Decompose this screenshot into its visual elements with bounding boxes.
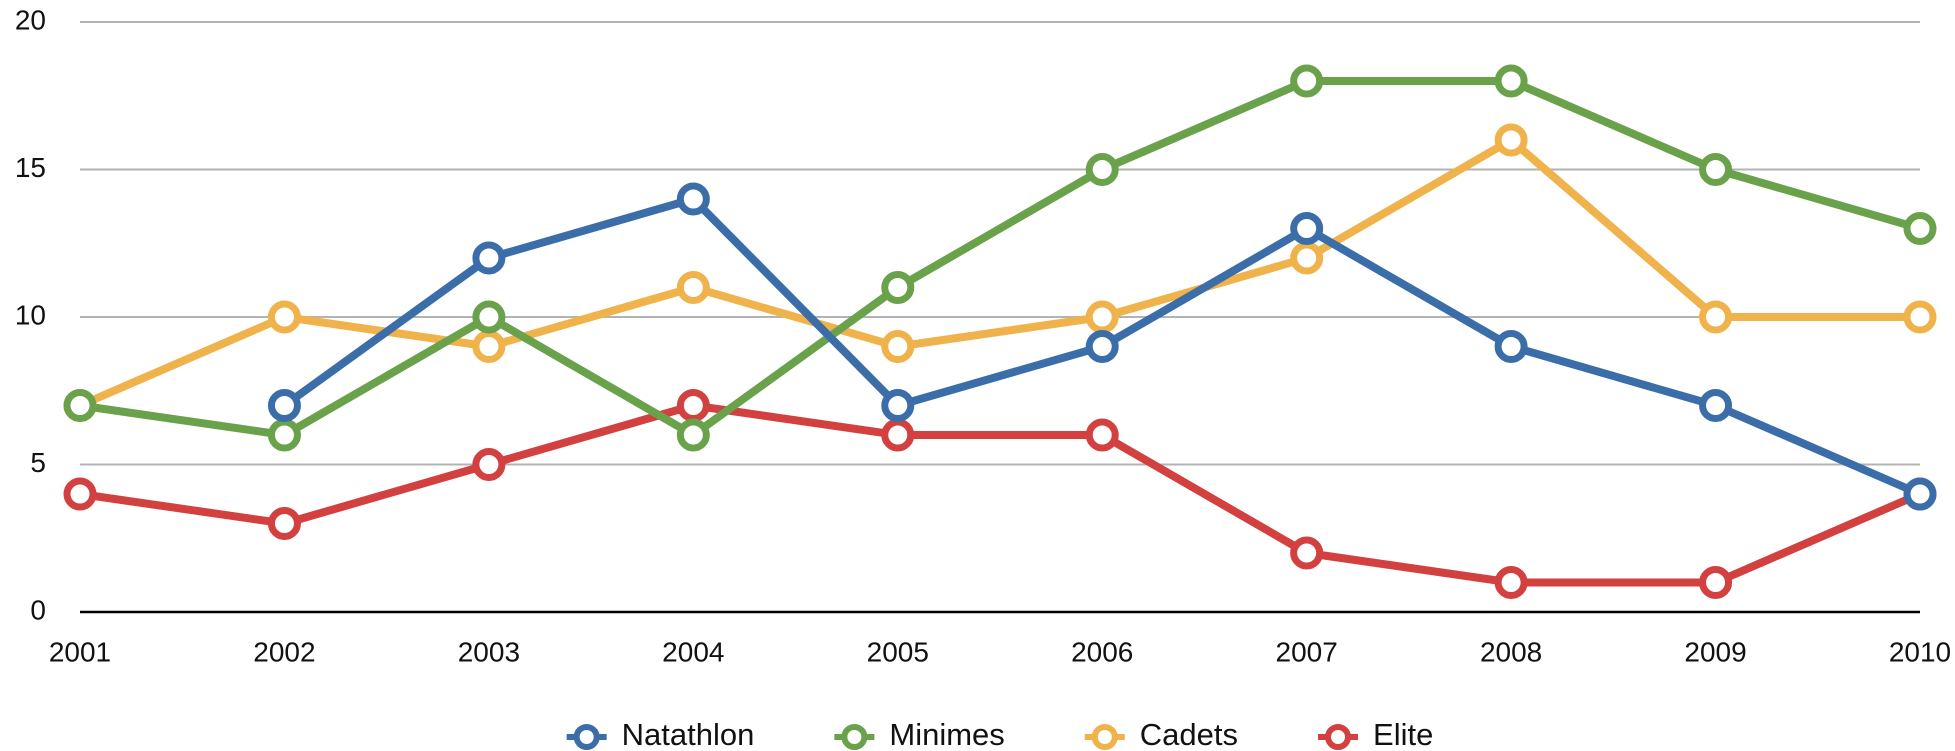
- legend-item: Minimes: [834, 717, 1005, 751]
- series-line: [79, 77, 1922, 439]
- data-point: [267, 389, 301, 422]
- data-point: [1085, 418, 1119, 452]
- data-point: [1085, 330, 1119, 363]
- y-tick-label: 5: [30, 447, 46, 478]
- data-point: [1903, 477, 1937, 511]
- data-point: [472, 300, 506, 334]
- data-point: [1085, 300, 1119, 334]
- data-point: [267, 507, 301, 540]
- x-tick-label: 2007: [1276, 636, 1338, 667]
- data-point: [1494, 330, 1528, 363]
- legend-label: Cadets: [1140, 717, 1238, 751]
- y-tick-label: 15: [15, 152, 46, 183]
- legend-label: Minimes: [889, 717, 1004, 751]
- data-point: [676, 389, 710, 422]
- data-point: [63, 477, 97, 511]
- y-tick-label: 20: [15, 4, 46, 35]
- x-tick-label: 2009: [1684, 636, 1746, 667]
- legend-item: Cadets: [1084, 717, 1238, 751]
- data-point: [267, 300, 301, 334]
- data-point: [1903, 212, 1937, 245]
- data-point: [881, 271, 915, 304]
- legend-item: Elite: [1318, 717, 1433, 751]
- data-point: [472, 241, 506, 275]
- x-tick-label: 2008: [1480, 636, 1542, 667]
- x-tick-label: 2001: [49, 636, 111, 667]
- data-point: [881, 389, 915, 422]
- data-point: [676, 418, 710, 452]
- data-point: [1699, 389, 1733, 422]
- data-point: [1290, 64, 1324, 98]
- data-point: [881, 418, 915, 452]
- y-tick-label: 10: [15, 299, 46, 330]
- legend-swatch: [1325, 724, 1352, 750]
- data-point: [1903, 300, 1937, 334]
- data-point: [267, 418, 301, 452]
- data-point: [1290, 241, 1324, 275]
- data-point: [1494, 64, 1528, 98]
- data-point: [1290, 536, 1324, 570]
- x-tick-label: 2005: [867, 636, 929, 667]
- data-point: [676, 182, 710, 216]
- series-line: [79, 401, 1922, 587]
- legend-item: Natathlon: [566, 717, 755, 751]
- legend-label: Natathlon: [622, 717, 755, 751]
- data-point: [1290, 212, 1324, 245]
- series-line: [78, 136, 1920, 410]
- data-point: [472, 330, 506, 363]
- legend-swatch: [1091, 724, 1118, 750]
- series: [267, 182, 1937, 511]
- series: [63, 64, 1937, 452]
- data-point: [676, 271, 710, 304]
- data-point: [1699, 300, 1733, 334]
- data-point: [881, 330, 915, 363]
- data-point: [472, 448, 506, 481]
- data-point: [1699, 153, 1733, 186]
- x-tick-label: 2010: [1889, 636, 1951, 667]
- data-point: [1699, 566, 1733, 599]
- legend-swatch: [573, 724, 600, 750]
- x-tick-label: 2002: [253, 636, 315, 667]
- x-tick-label: 2006: [1071, 636, 1133, 667]
- x-tick-label: 2003: [458, 636, 520, 667]
- data-point: [1085, 153, 1119, 186]
- data-point: [1494, 566, 1528, 599]
- data-point: [1494, 123, 1528, 157]
- data-point: [63, 389, 97, 422]
- y-tick-label: 0: [30, 594, 46, 625]
- legend: Natathlon Minimes Cadets Elite: [566, 717, 1433, 751]
- legend-swatch: [841, 724, 868, 750]
- legend-label: Elite: [1373, 717, 1433, 751]
- series: [63, 389, 1937, 599]
- x-tick-label: 2004: [662, 636, 724, 667]
